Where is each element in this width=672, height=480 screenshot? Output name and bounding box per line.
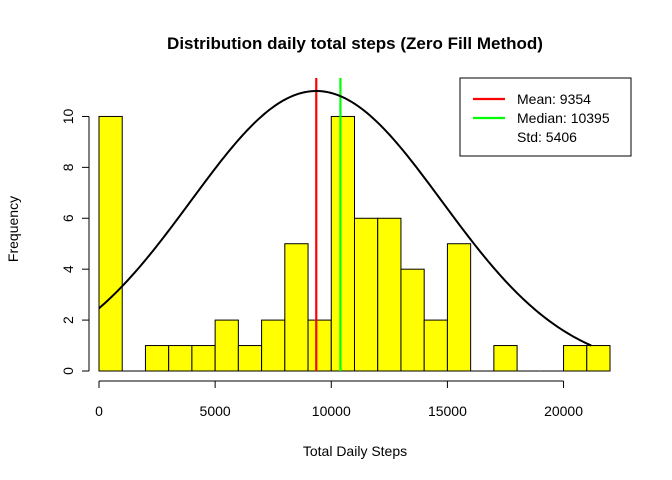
histogram-bar (261, 319, 286, 372)
histogram-bar (307, 319, 332, 372)
y-tick-label: 6 (60, 214, 76, 222)
normal-curve (98, 89, 592, 347)
y-axis-label: Frequency (5, 196, 21, 262)
histogram-bar (423, 319, 448, 372)
x-axis: 0 5000 10000 15000 20000 (95, 380, 583, 419)
y-tick-label: 0 (60, 367, 76, 375)
x-tick-label: 0 (95, 403, 103, 419)
histogram-bars (98, 115, 611, 372)
histogram-bar (586, 345, 611, 372)
y-tick-label: 2 (60, 316, 76, 324)
histogram-bar (98, 115, 123, 372)
legend-entry: Mean: 9354 (517, 91, 591, 107)
x-tick-label: 15000 (428, 403, 467, 419)
histogram-bar (144, 345, 170, 372)
histogram-bar (563, 345, 588, 372)
y-axis: 0 2 4 6 8 10 (60, 108, 90, 375)
histogram-bar (214, 319, 239, 372)
histogram-bar (354, 217, 379, 372)
legend: Mean: 9354 Median: 10395 Std: 5406 (459, 77, 632, 157)
histogram-bar (237, 345, 263, 372)
legend-entry: Std: 5406 (517, 129, 577, 145)
histogram-bar (284, 243, 309, 372)
chart-title: Distribution daily total steps (Zero Fil… (167, 34, 543, 53)
x-axis-label: Total Daily Steps (303, 443, 407, 459)
x-tick-label: 5000 (200, 403, 231, 419)
y-tick-label: 8 (60, 163, 76, 171)
histogram-bar (493, 345, 518, 372)
histogram-bar (330, 115, 356, 372)
y-tick-label: 10 (60, 108, 76, 124)
legend-entry: Median: 10395 (517, 110, 610, 126)
histogram-bar (377, 217, 402, 372)
x-tick-label: 10000 (312, 403, 351, 419)
histogram-bar (191, 345, 216, 372)
y-tick-label: 4 (60, 265, 76, 273)
x-tick-label: 20000 (544, 403, 583, 419)
histogram-bar (446, 243, 472, 372)
histogram-bar (400, 268, 425, 372)
histogram-bar (168, 345, 193, 372)
reference-lines (315, 78, 342, 371)
